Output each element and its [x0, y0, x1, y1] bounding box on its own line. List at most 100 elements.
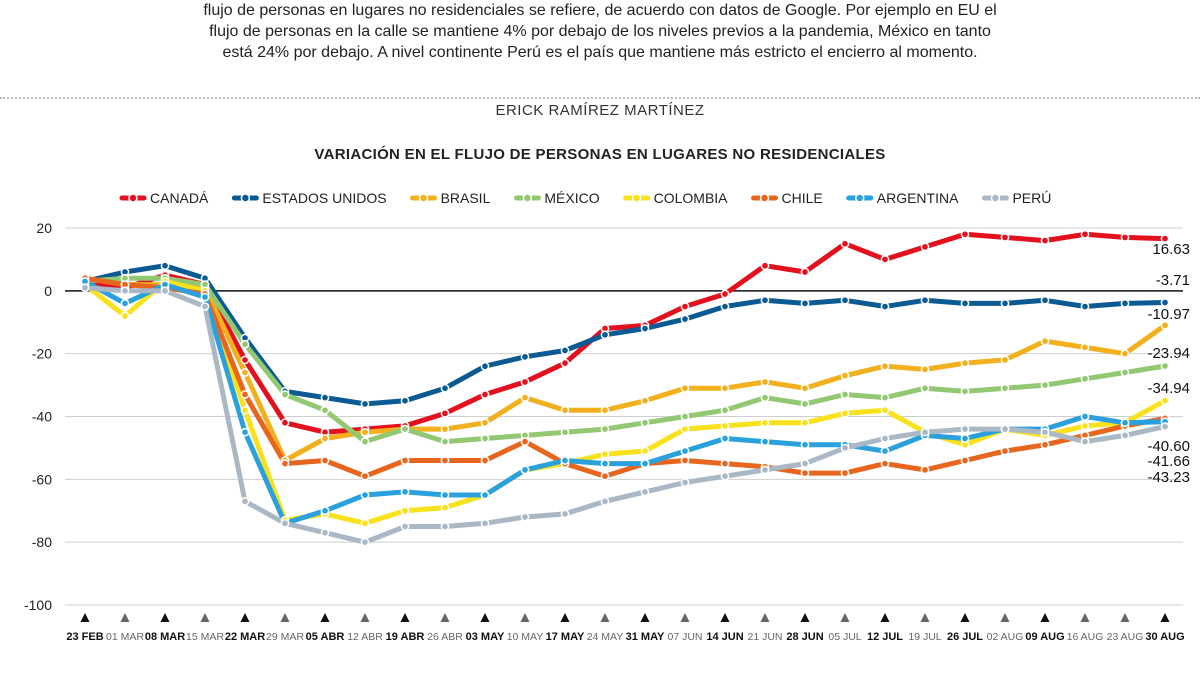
- data-point: [1080, 229, 1090, 239]
- x-tick-label: 15 MAR: [186, 631, 224, 643]
- data-point: [280, 390, 290, 399]
- legend-marker: [855, 193, 865, 203]
- data-point: [800, 459, 810, 468]
- x-tick-marker: [1120, 613, 1130, 622]
- x-tick-label: 12 ABR: [347, 631, 383, 643]
- data-point: [600, 449, 610, 459]
- byline: ERICK RAMÍREZ MARTÍNEZ: [495, 102, 705, 119]
- data-point: [880, 302, 890, 311]
- data-point: [640, 487, 650, 497]
- x-tick-label: 14 JUN: [706, 631, 743, 643]
- data-point: [960, 456, 970, 465]
- data-point: [400, 456, 410, 465]
- y-tick-label: -60: [32, 471, 52, 487]
- end-label: -23.94: [1147, 345, 1190, 362]
- data-point: [800, 399, 810, 409]
- data-point: [120, 299, 130, 308]
- data-point: [640, 418, 650, 428]
- data-point: [240, 390, 250, 399]
- data-points: [80, 229, 1170, 547]
- legend-marker: [522, 193, 533, 203]
- data-point: [1080, 412, 1090, 421]
- x-tick-label: 31 MAY: [626, 631, 665, 643]
- series-line: [82, 278, 1168, 526]
- x-tick-label: 10 MAY: [507, 631, 544, 643]
- legend-item: ARGENTINA: [846, 190, 959, 206]
- data-point: [440, 503, 450, 512]
- data-point: [640, 446, 650, 456]
- x-tick-marker: [160, 613, 170, 622]
- data-point: [920, 427, 930, 437]
- x-tick-label: 17 MAY: [546, 631, 585, 643]
- data-point: [800, 299, 810, 308]
- data-point: [480, 518, 490, 528]
- data-point: [1000, 424, 1010, 434]
- data-point: [1120, 431, 1130, 440]
- x-tick-label: 03 MAY: [466, 631, 505, 643]
- data-point: [320, 456, 330, 465]
- data-point: [800, 418, 810, 428]
- data-point: [1160, 422, 1170, 431]
- data-point: [760, 295, 770, 305]
- data-point: [720, 383, 730, 393]
- data-point: [920, 242, 930, 252]
- data-point: [560, 346, 570, 355]
- x-tick-label: 28 JUN: [786, 631, 823, 643]
- data-point: [760, 377, 770, 387]
- data-point: [440, 409, 450, 418]
- intro-line: está 24% por debajo. A nivel continente …: [222, 44, 978, 61]
- data-point: [440, 522, 450, 531]
- x-axis: 23 FEB 01 MAR 08 MAR 15 MAR 22 MAR 29 MAR 05 A…: [66, 613, 1185, 643]
- data-point: [440, 383, 450, 393]
- data-point: [360, 518, 370, 528]
- x-tick-label: 29 MAR: [266, 631, 304, 643]
- legend-item: PERÚ: [981, 190, 1051, 206]
- end-labels: 16.63 -3.71 -10.97 -23.94 -34.94 -40.60-41.66…: [1147, 241, 1190, 486]
- legend-label: CANADÁ: [150, 190, 209, 206]
- data-point: [440, 490, 450, 500]
- data-point: [120, 286, 130, 296]
- legend-label: MÉXICO: [544, 190, 599, 206]
- data-point: [760, 465, 770, 475]
- data-point: [480, 434, 490, 443]
- data-point: [960, 299, 970, 308]
- data-point: [880, 405, 890, 415]
- x-tick-marker: [920, 613, 930, 622]
- y-tick-label: 20: [36, 220, 52, 236]
- legend-label: PERÚ: [1012, 190, 1051, 206]
- x-tick-marker: [1080, 613, 1090, 622]
- data-point: [560, 427, 570, 437]
- data-point: [1040, 236, 1050, 245]
- legend-label: ARGENTINA: [877, 190, 959, 206]
- legend-item: ESTADOS UNIDOS: [231, 190, 387, 206]
- data-point: [880, 446, 890, 456]
- data-point: [1000, 355, 1010, 365]
- data-point: [560, 358, 570, 368]
- data-point: [1080, 374, 1090, 384]
- x-tick-marker: [560, 613, 570, 622]
- legend-marker: [990, 193, 1001, 203]
- y-tick-label: 0: [44, 283, 52, 299]
- data-point: [400, 396, 410, 406]
- x-tick-label: 07 JUN: [667, 631, 702, 643]
- data-point: [1000, 383, 1010, 393]
- x-tick-marker: [680, 613, 690, 622]
- data-point: [480, 456, 490, 465]
- data-point: [720, 459, 730, 468]
- data-point: [1160, 320, 1170, 330]
- data-point: [640, 396, 650, 406]
- data-point: [320, 434, 330, 443]
- data-point: [360, 537, 370, 547]
- data-point: [880, 459, 890, 468]
- x-tick-label: 12 JUL: [867, 631, 903, 643]
- series-line: [82, 285, 1168, 545]
- data-point: [600, 405, 610, 415]
- y-tick-label: -80: [32, 534, 52, 550]
- x-tick-marker: [480, 613, 490, 622]
- data-point: [520, 512, 530, 522]
- data-point: [320, 528, 330, 538]
- x-tick-marker: [720, 613, 730, 622]
- legend-marker: [631, 193, 642, 203]
- data-point: [280, 518, 290, 528]
